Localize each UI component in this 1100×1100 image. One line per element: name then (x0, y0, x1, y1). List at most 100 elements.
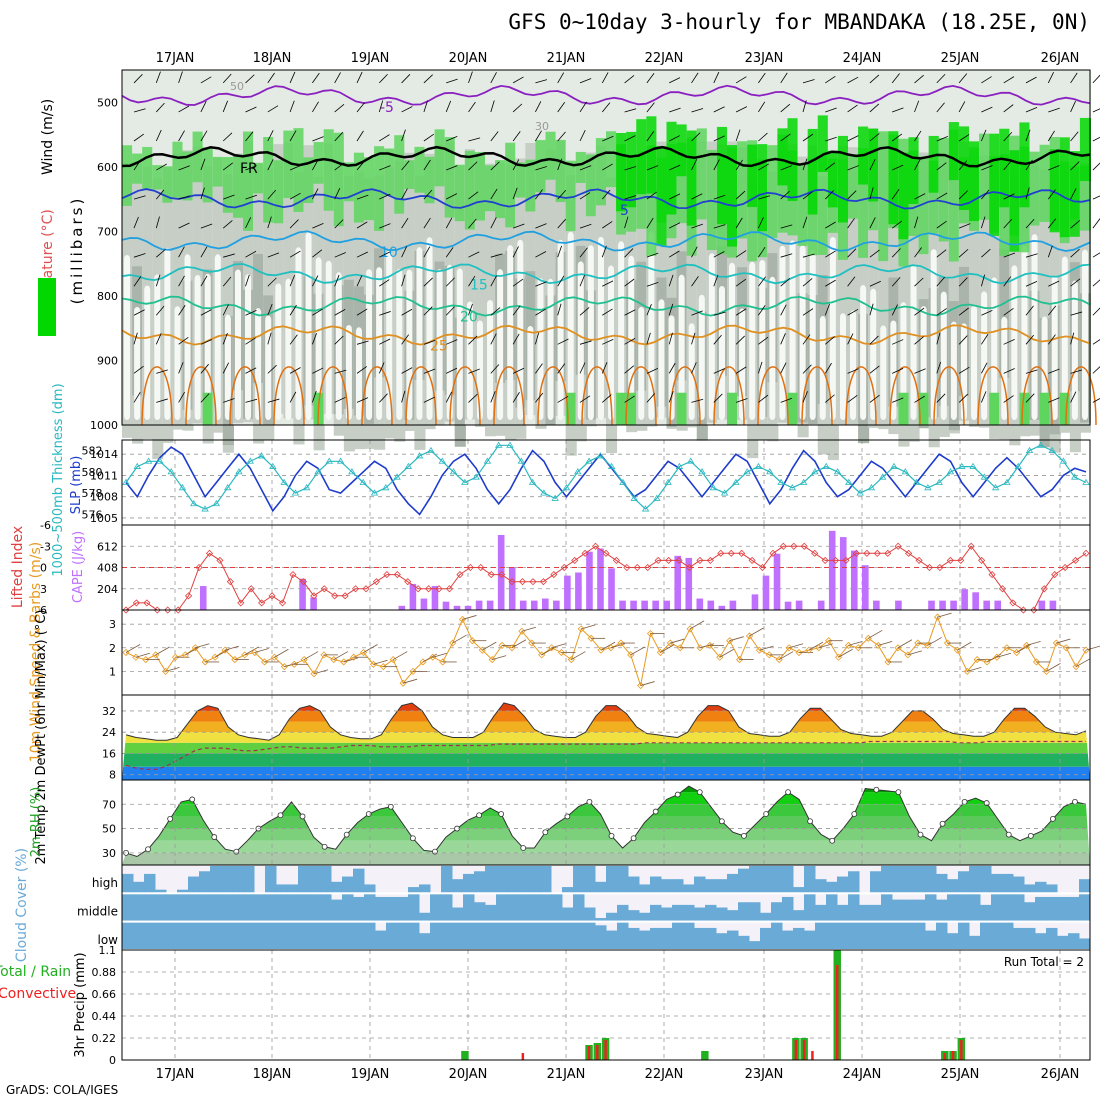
wind-barb (824, 303, 830, 316)
axis-label: Lifted Index (10, 526, 26, 608)
cloud-bar (705, 927, 717, 949)
wind-barb (579, 307, 590, 316)
wind-speed-point (1003, 644, 1011, 652)
precip-convective-bar (802, 1040, 806, 1060)
rh-band (122, 828, 1090, 841)
wind-barb (646, 304, 652, 316)
y-tick-label: 576 (82, 508, 103, 521)
cape-bar (530, 600, 538, 610)
rh-point (233, 848, 240, 855)
wind-barb (1070, 369, 1083, 374)
cloud-bar (177, 922, 189, 949)
rh-shade (396, 269, 403, 420)
temperature-contour (1065, 366, 1097, 426)
rh-shade (908, 137, 920, 204)
wind-barb (334, 162, 345, 171)
wind-barb (958, 307, 969, 316)
wind-barb (1092, 398, 1100, 403)
cloud-bar (628, 927, 640, 949)
wind-barb (869, 280, 881, 287)
slp-axis-label: SLP (mb) (69, 456, 84, 515)
thickness-point (178, 484, 187, 491)
rh-shade (585, 154, 597, 217)
wind-barb (869, 249, 880, 258)
y-tick-label: -6 (40, 519, 51, 532)
wind-barb (535, 166, 547, 171)
lifted-index-point (153, 606, 161, 614)
axis-label: CAPE (J/kg) (71, 531, 86, 603)
wind-barb (1025, 334, 1034, 345)
rh-shade (888, 131, 900, 225)
thickness-point (461, 478, 469, 485)
wind-barb (313, 669, 329, 675)
cloud-bar (210, 866, 222, 893)
cloud-bar (122, 873, 134, 893)
wind-barb (869, 217, 876, 229)
wind-barb (379, 251, 391, 258)
y-tick-label: 2 (109, 642, 116, 655)
cape-bar (972, 592, 979, 610)
cape-bar (542, 598, 549, 610)
wind-barb (490, 391, 496, 403)
rh-shade (333, 132, 345, 227)
cloud-bar (925, 894, 937, 921)
wind-barb (178, 362, 184, 374)
wind-barb (891, 133, 903, 142)
cloud-bar (485, 922, 497, 949)
cloud-bar (408, 922, 420, 949)
wind-barb (825, 75, 836, 84)
wind-barb (624, 365, 635, 374)
rh-point (343, 831, 350, 838)
rh-point (167, 815, 174, 822)
wind-barb (1003, 276, 1012, 287)
rh-shade (1031, 234, 1038, 420)
lifted-index-point (957, 556, 965, 564)
rh-shade (424, 156, 436, 204)
axis-label: RH (%) (41, 345, 56, 390)
wind-barb (914, 193, 926, 200)
wind-barb (847, 276, 856, 287)
wind-barb (892, 164, 904, 171)
y-tick-label: 0.88 (92, 966, 117, 979)
wind-barb (178, 275, 185, 287)
wind-barb (646, 73, 655, 84)
wind-barb (735, 190, 746, 200)
thickness-point (348, 468, 356, 475)
date-label-bottom: 23JAN (745, 1067, 784, 1082)
cloud-bar (353, 922, 365, 949)
y-tick-label: 30 (102, 847, 116, 860)
cape-bar (850, 550, 858, 610)
run-total-label: Run Total = 2 (1004, 955, 1084, 969)
wind-barb (1092, 279, 1100, 287)
cloud-bar (705, 904, 717, 921)
thickness-point (302, 484, 311, 491)
wind-barb (891, 276, 901, 287)
wind-barb (780, 253, 793, 258)
wind-barb (312, 188, 319, 200)
wind-speed-point (577, 625, 585, 633)
rh-shade (729, 262, 736, 420)
temp-bands (122, 703, 1090, 780)
wind-barb (222, 100, 228, 113)
cloud-bar (309, 922, 321, 949)
cloud-bar (188, 922, 200, 949)
thickness-point (370, 489, 379, 496)
cloud-bar (1068, 933, 1080, 949)
thickness-point (777, 478, 785, 485)
lifted-index-point (539, 578, 547, 586)
wind-barb (869, 74, 880, 84)
thickness-point (393, 473, 401, 480)
cape-bar (828, 530, 836, 610)
thickness-point (472, 473, 480, 480)
cloud-bar (254, 922, 266, 949)
cloud-bar (122, 894, 134, 921)
cloud-bar (199, 894, 211, 921)
lifted-index-point (727, 549, 735, 557)
rh-shade (253, 162, 265, 194)
wind-speed-point (409, 667, 417, 675)
wind-barb (482, 641, 497, 651)
rh-contour-label: 50 (230, 80, 244, 93)
cloud-bar (1046, 884, 1058, 893)
wind-barb (557, 189, 567, 200)
